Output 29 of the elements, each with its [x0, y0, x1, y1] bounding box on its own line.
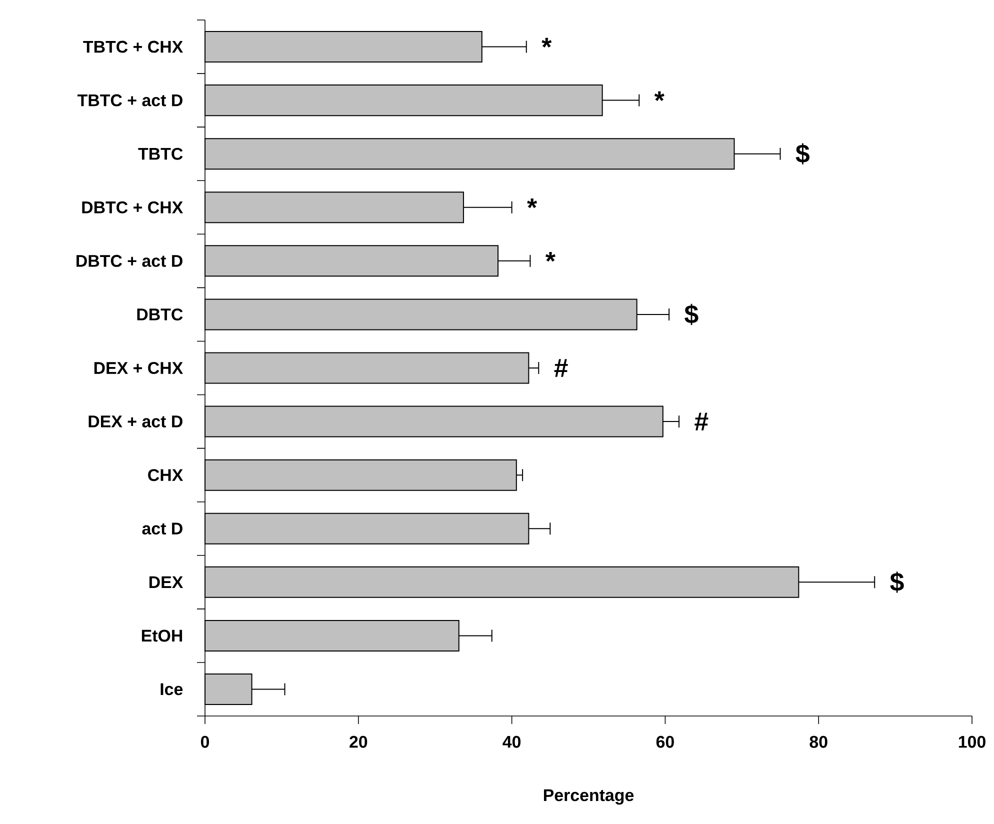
- y-tick-label: DBTC + CHX: [82, 201, 183, 214]
- y-tick-label: DEX + act D: [88, 416, 182, 428]
- y-tick-label: DBTC + act D: [76, 254, 182, 267]
- x-axis-title: Percentage: [544, 789, 634, 805]
- y-tick-label: DEX + CHX: [94, 362, 183, 374]
- annotation: #: [694, 412, 708, 430]
- annotation: *: [542, 38, 552, 48]
- annotation: $: [684, 304, 698, 326]
- x-tick-label: 0: [200, 736, 210, 748]
- x-tick-label: 80: [810, 736, 828, 748]
- y-tick-label: EtOH: [142, 630, 182, 642]
- annotation: #: [554, 359, 568, 377]
- annotation: $: [796, 143, 810, 164]
- x-tick-label: 40: [502, 736, 521, 748]
- x-tick-label: 20: [350, 736, 368, 748]
- y-tick-label: act D: [142, 522, 182, 535]
- annotation: *: [527, 198, 538, 208]
- y-tick-label: TBTC: [138, 148, 183, 160]
- y-tick-label: DEX: [149, 576, 183, 588]
- annotation: *: [654, 91, 664, 102]
- y-tick-label: CHX: [148, 469, 183, 482]
- x-tick-label: 100: [958, 736, 986, 748]
- annotation: *: [545, 252, 556, 262]
- y-tick-label: TBTC + CHX: [83, 40, 183, 53]
- y-tick-label: DBTC: [137, 308, 183, 320]
- y-tick-label: TBTC + act D: [77, 94, 182, 106]
- x-tick-label: 60: [656, 736, 674, 748]
- annotation: $: [890, 572, 904, 593]
- y-tick-label: Ice: [160, 683, 183, 696]
